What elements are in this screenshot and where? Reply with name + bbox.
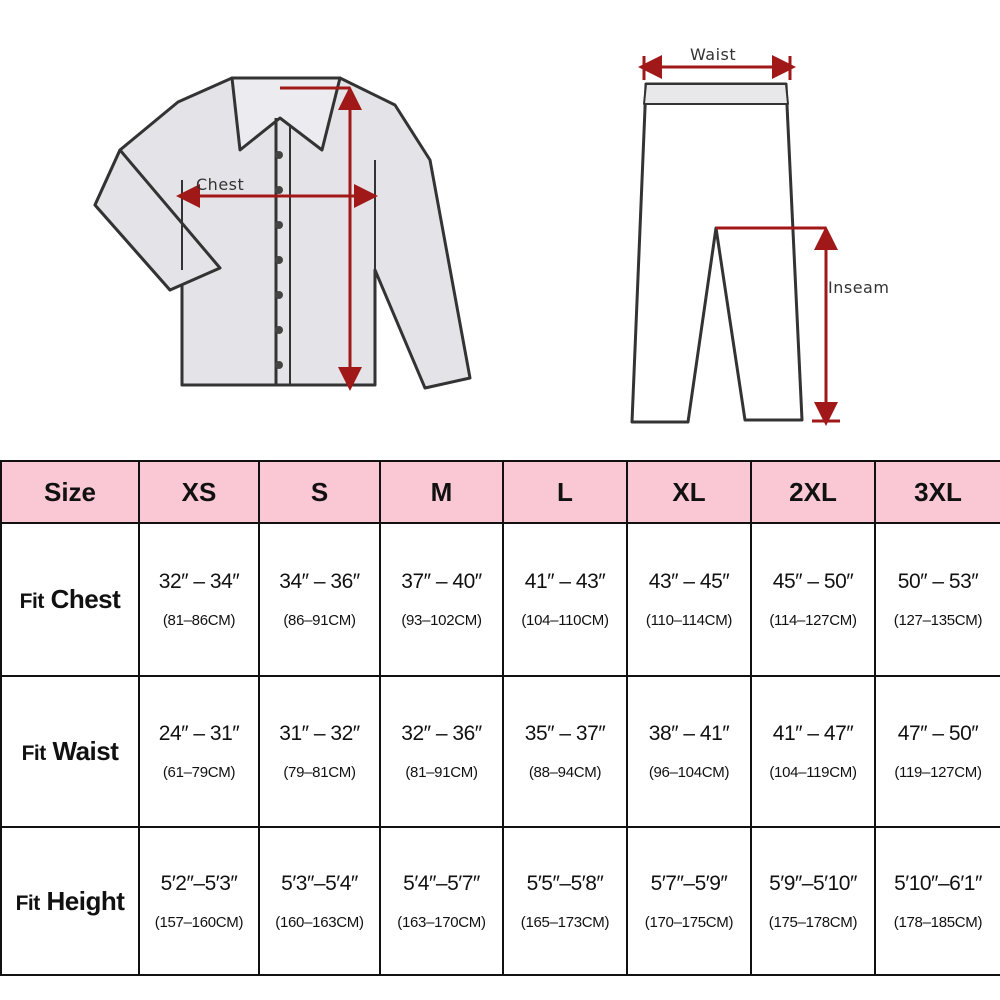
table-cell: 47″ – 50″ (119–127CM) [874, 675, 1000, 828]
cm-range: (86–91CM) [283, 612, 356, 629]
inch-range: 32″ – 34″ [158, 570, 240, 593]
table-cell: 5′7″–5′9″ (170–175CM) [626, 826, 752, 976]
row-header: Fit Waist [0, 675, 140, 828]
inch-range: 35″ – 37″ [524, 722, 606, 745]
size-m-header: M [379, 460, 504, 524]
size-xl-header: XL [626, 460, 752, 524]
cm-range: (165–173CM) [520, 913, 610, 931]
pants-illustration [630, 82, 804, 424]
table-cell: 32″ – 36″ (81–91CM) [379, 675, 504, 828]
row-label: Height [46, 885, 125, 916]
header-row: Size XS S M L XL 2XL 3XL [0, 460, 1000, 524]
table-cell: 31″ – 32″ (79–81CM) [258, 675, 381, 828]
inch-range: 31″ – 32″ [279, 722, 360, 745]
table-cell: 5′10″–6′1″ (178–185CM) [874, 826, 1000, 976]
inch-range: 5′2″–5′3″ [160, 871, 238, 895]
cm-range: (61–79CM) [162, 764, 236, 781]
inch-range: 5′4″–5′7″ [403, 871, 480, 895]
cm-range: (93–102CM) [401, 612, 482, 629]
cm-range: (104–110CM) [521, 612, 609, 629]
pants-measure-arrows [638, 55, 840, 426]
inch-range: 5′10″–6′1″ [894, 871, 982, 895]
cm-range: (157–160CM) [154, 913, 244, 931]
size-3xl-header: 3XL [874, 460, 1000, 524]
table-cell: 35″ – 37″ (88–94CM) [502, 675, 628, 828]
inch-range: 5′3″–5′4″ [281, 871, 358, 895]
size-l-header: L [502, 460, 628, 524]
cm-range: (81–91CM) [405, 764, 478, 781]
size-s-header: S [258, 460, 381, 524]
cm-range: (160–163CM) [275, 913, 364, 931]
size-chart-table: Size XS S M L XL 2XL 3XL Fit Chest 32″ – … [0, 460, 1000, 976]
fit-prefix: Fit [21, 742, 47, 765]
cm-range: (104–119CM) [769, 764, 857, 781]
row-label: Waist [52, 736, 119, 766]
table-cell: 38″ – 41″ (96–104CM) [626, 675, 752, 828]
inch-range: 43″ – 45″ [648, 570, 730, 593]
cm-range: (178–185CM) [893, 913, 983, 931]
fit-prefix: Fit [19, 590, 45, 613]
inch-range: 38″ – 41″ [648, 722, 730, 745]
table-cell: 5′4″–5′7″ (163–170CM) [379, 826, 504, 976]
cm-range: (170–175CM) [644, 913, 734, 931]
table-cell: 37″ – 40″ (93–102CM) [379, 522, 504, 677]
table-cell: 43″ – 45″ (110–114CM) [626, 522, 752, 677]
inch-range: 45″ – 50″ [772, 570, 854, 593]
table-cell: 5′2″–5′3″ (157–160CM) [138, 826, 260, 976]
table-row-chest: Fit Chest 32″ – 34″ (81–86CM) 34″ – 36″ (86–… [0, 522, 1000, 677]
inch-range: 41″ – 47″ [772, 722, 854, 745]
fit-prefix: Fit [15, 891, 41, 915]
cm-range: (114–127CM) [769, 612, 857, 629]
inch-range: 41″ – 43″ [524, 570, 606, 593]
inch-range: 24″ – 31″ [158, 722, 240, 745]
size-header: Size [0, 460, 140, 524]
cm-range: (79–81CM) [283, 764, 356, 781]
row-label: Chest [50, 584, 121, 614]
inch-range: 32″ – 36″ [401, 722, 482, 745]
cm-range: (163–170CM) [397, 913, 486, 931]
cm-range: (119–127CM) [894, 764, 982, 781]
inch-range: 37″ – 40″ [401, 570, 482, 593]
inch-range: 34″ – 36″ [279, 570, 360, 593]
inseam-label: Inseam [828, 278, 889, 297]
shirt-measure-arrows [176, 86, 378, 391]
cm-range: (127–135CM) [893, 612, 983, 629]
row-header: Fit Height [0, 826, 140, 976]
table-cell: 34″ – 36″ (86–91CM) [258, 522, 381, 677]
cm-range: (81–86CM) [162, 612, 236, 629]
table-cell: 32″ – 34″ (81–86CM) [138, 522, 260, 677]
table-row-height: Fit Height 5′2″–5′3″ (157–160CM) 5′3″–5′4″ (… [0, 826, 1000, 976]
cm-range: (110–114CM) [645, 612, 733, 629]
cm-range: (96–104CM) [648, 764, 730, 781]
table-cell: 5′5″–5′8″ (165–173CM) [502, 826, 628, 976]
chest-label: Chest [196, 175, 244, 194]
cm-range: (88–94CM) [528, 764, 602, 781]
table-cell: 45″ – 50″ (114–127CM) [750, 522, 876, 677]
inch-range: 5′5″–5′8″ [526, 871, 604, 895]
table-cell: 41″ – 47″ (104–119CM) [750, 675, 876, 828]
shirt-illustration [93, 76, 472, 390]
row-header: Fit Chest [0, 522, 140, 677]
inch-range: 50″ – 53″ [897, 570, 979, 593]
garment-diagram: Chest Waist Inseam [93, 45, 889, 426]
table-cell: 24″ – 31″ (61–79CM) [138, 675, 260, 828]
table-row-waist: Fit Waist 24″ – 31″ (61–79CM) 31″ – 32″ (79–… [0, 675, 1000, 828]
inch-range: 47″ – 50″ [897, 722, 979, 745]
table-cell: 50″ – 53″ (127–135CM) [874, 522, 1000, 677]
inch-range: 5′9″–5′10″ [769, 871, 857, 895]
waist-label: Waist [690, 45, 736, 64]
table-cell: 5′9″–5′10″ (175–178CM) [750, 826, 876, 976]
size-xs-header: XS [138, 460, 260, 524]
table-cell: 41″ – 43″ (104–110CM) [502, 522, 628, 677]
table-cell: 5′3″–5′4″ (160–163CM) [258, 826, 381, 976]
size-2xl-header: 2XL [750, 460, 876, 524]
inch-range: 5′7″–5′9″ [650, 871, 728, 895]
cm-range: (175–178CM) [768, 913, 858, 931]
